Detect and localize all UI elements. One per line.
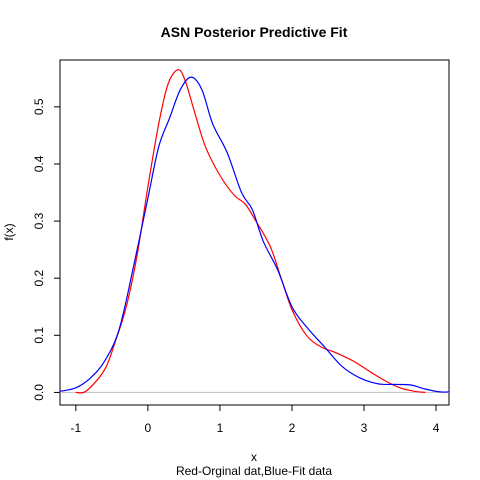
plot-area	[59, 59, 450, 406]
x-tick-label: 2	[289, 421, 296, 435]
fit-data-density-line	[59, 76, 450, 393]
x-tick-label: 0	[145, 421, 152, 435]
original-data-density-line	[75, 69, 426, 394]
chart-subtitle: Red-Orginal dat,Blue-Fit data	[176, 464, 332, 478]
x-tick-label: -1	[71, 421, 82, 435]
y-axis: 0.0 0.1 0.2 0.3 0.4 0.5	[32, 98, 60, 401]
y-tick-label: 0.1	[32, 327, 46, 344]
x-tick-label: 3	[361, 421, 368, 435]
y-tick-label: 0.3	[32, 212, 46, 229]
x-axis: -1 0 1 2 3 4	[71, 405, 440, 435]
chart-title: ASN Posterior Predictive Fit	[161, 24, 348, 40]
y-tick-label: 0.5	[32, 98, 46, 115]
y-tick-label: 0.0	[32, 384, 46, 401]
y-tick-label: 0.2	[32, 270, 46, 287]
x-axis-label: x	[251, 450, 257, 464]
x-tick-label: 4	[433, 421, 440, 435]
y-axis-label: f(x)	[2, 223, 16, 240]
y-tick-label: 0.4	[32, 155, 46, 172]
x-tick-label: 1	[217, 421, 224, 435]
